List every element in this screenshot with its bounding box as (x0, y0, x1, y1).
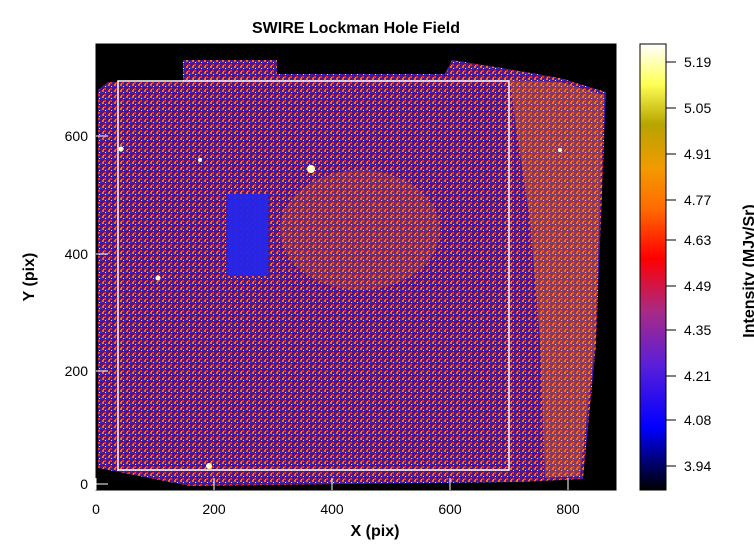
colorbar-tick-label: 4.21 (684, 368, 711, 384)
x-axis-label: X (pix) (350, 523, 400, 540)
bright-region-right (510, 80, 604, 478)
x-tick-label: 0 (92, 501, 100, 517)
bright-region-center (280, 170, 440, 290)
colorbar-ticks: 5.19 5.05 4.91 4.77 4.63 4.49 4.35 4.21 … (666, 54, 711, 474)
colorbar-tick-label: 4.49 (684, 278, 711, 294)
point-source (558, 148, 562, 152)
y-tick-label: 0 (80, 476, 88, 492)
colorbar-tick-label: 5.05 (684, 100, 711, 116)
point-source (155, 275, 161, 281)
point-source (118, 146, 124, 152)
colorbar-tick-label: 4.63 (684, 232, 711, 248)
point-source (206, 463, 212, 469)
colorbar-tick-label: 4.08 (684, 412, 711, 428)
x-tick-label: 400 (320, 501, 344, 517)
point-source (198, 158, 202, 162)
y-tick-label: 400 (65, 246, 89, 262)
x-tick-label: 200 (202, 501, 226, 517)
frame-box (117, 80, 510, 471)
plot-frame (95, 43, 617, 491)
colorbar-tick-label: 4.91 (684, 146, 711, 162)
figure-title: SWIRE Lockman Hole Field (251, 20, 461, 37)
colorbar-tick-label: 5.19 (684, 54, 711, 70)
x-tick-label: 800 (556, 501, 580, 517)
point-source (307, 165, 315, 173)
y-tick-label: 600 (65, 128, 89, 144)
masked-region (228, 194, 268, 276)
mosaic-image (98, 60, 606, 486)
colorbar-tick-label: 4.35 (684, 322, 711, 338)
y-tick-label: 200 (65, 363, 89, 379)
colorbar-tick-label: 3.94 (684, 458, 711, 474)
colorbar-tick-label: 4.77 (684, 192, 711, 208)
x-tick-label: 600 (438, 501, 462, 517)
y-axis: 0 200 400 600 (65, 128, 108, 492)
colorbar (639, 43, 667, 491)
